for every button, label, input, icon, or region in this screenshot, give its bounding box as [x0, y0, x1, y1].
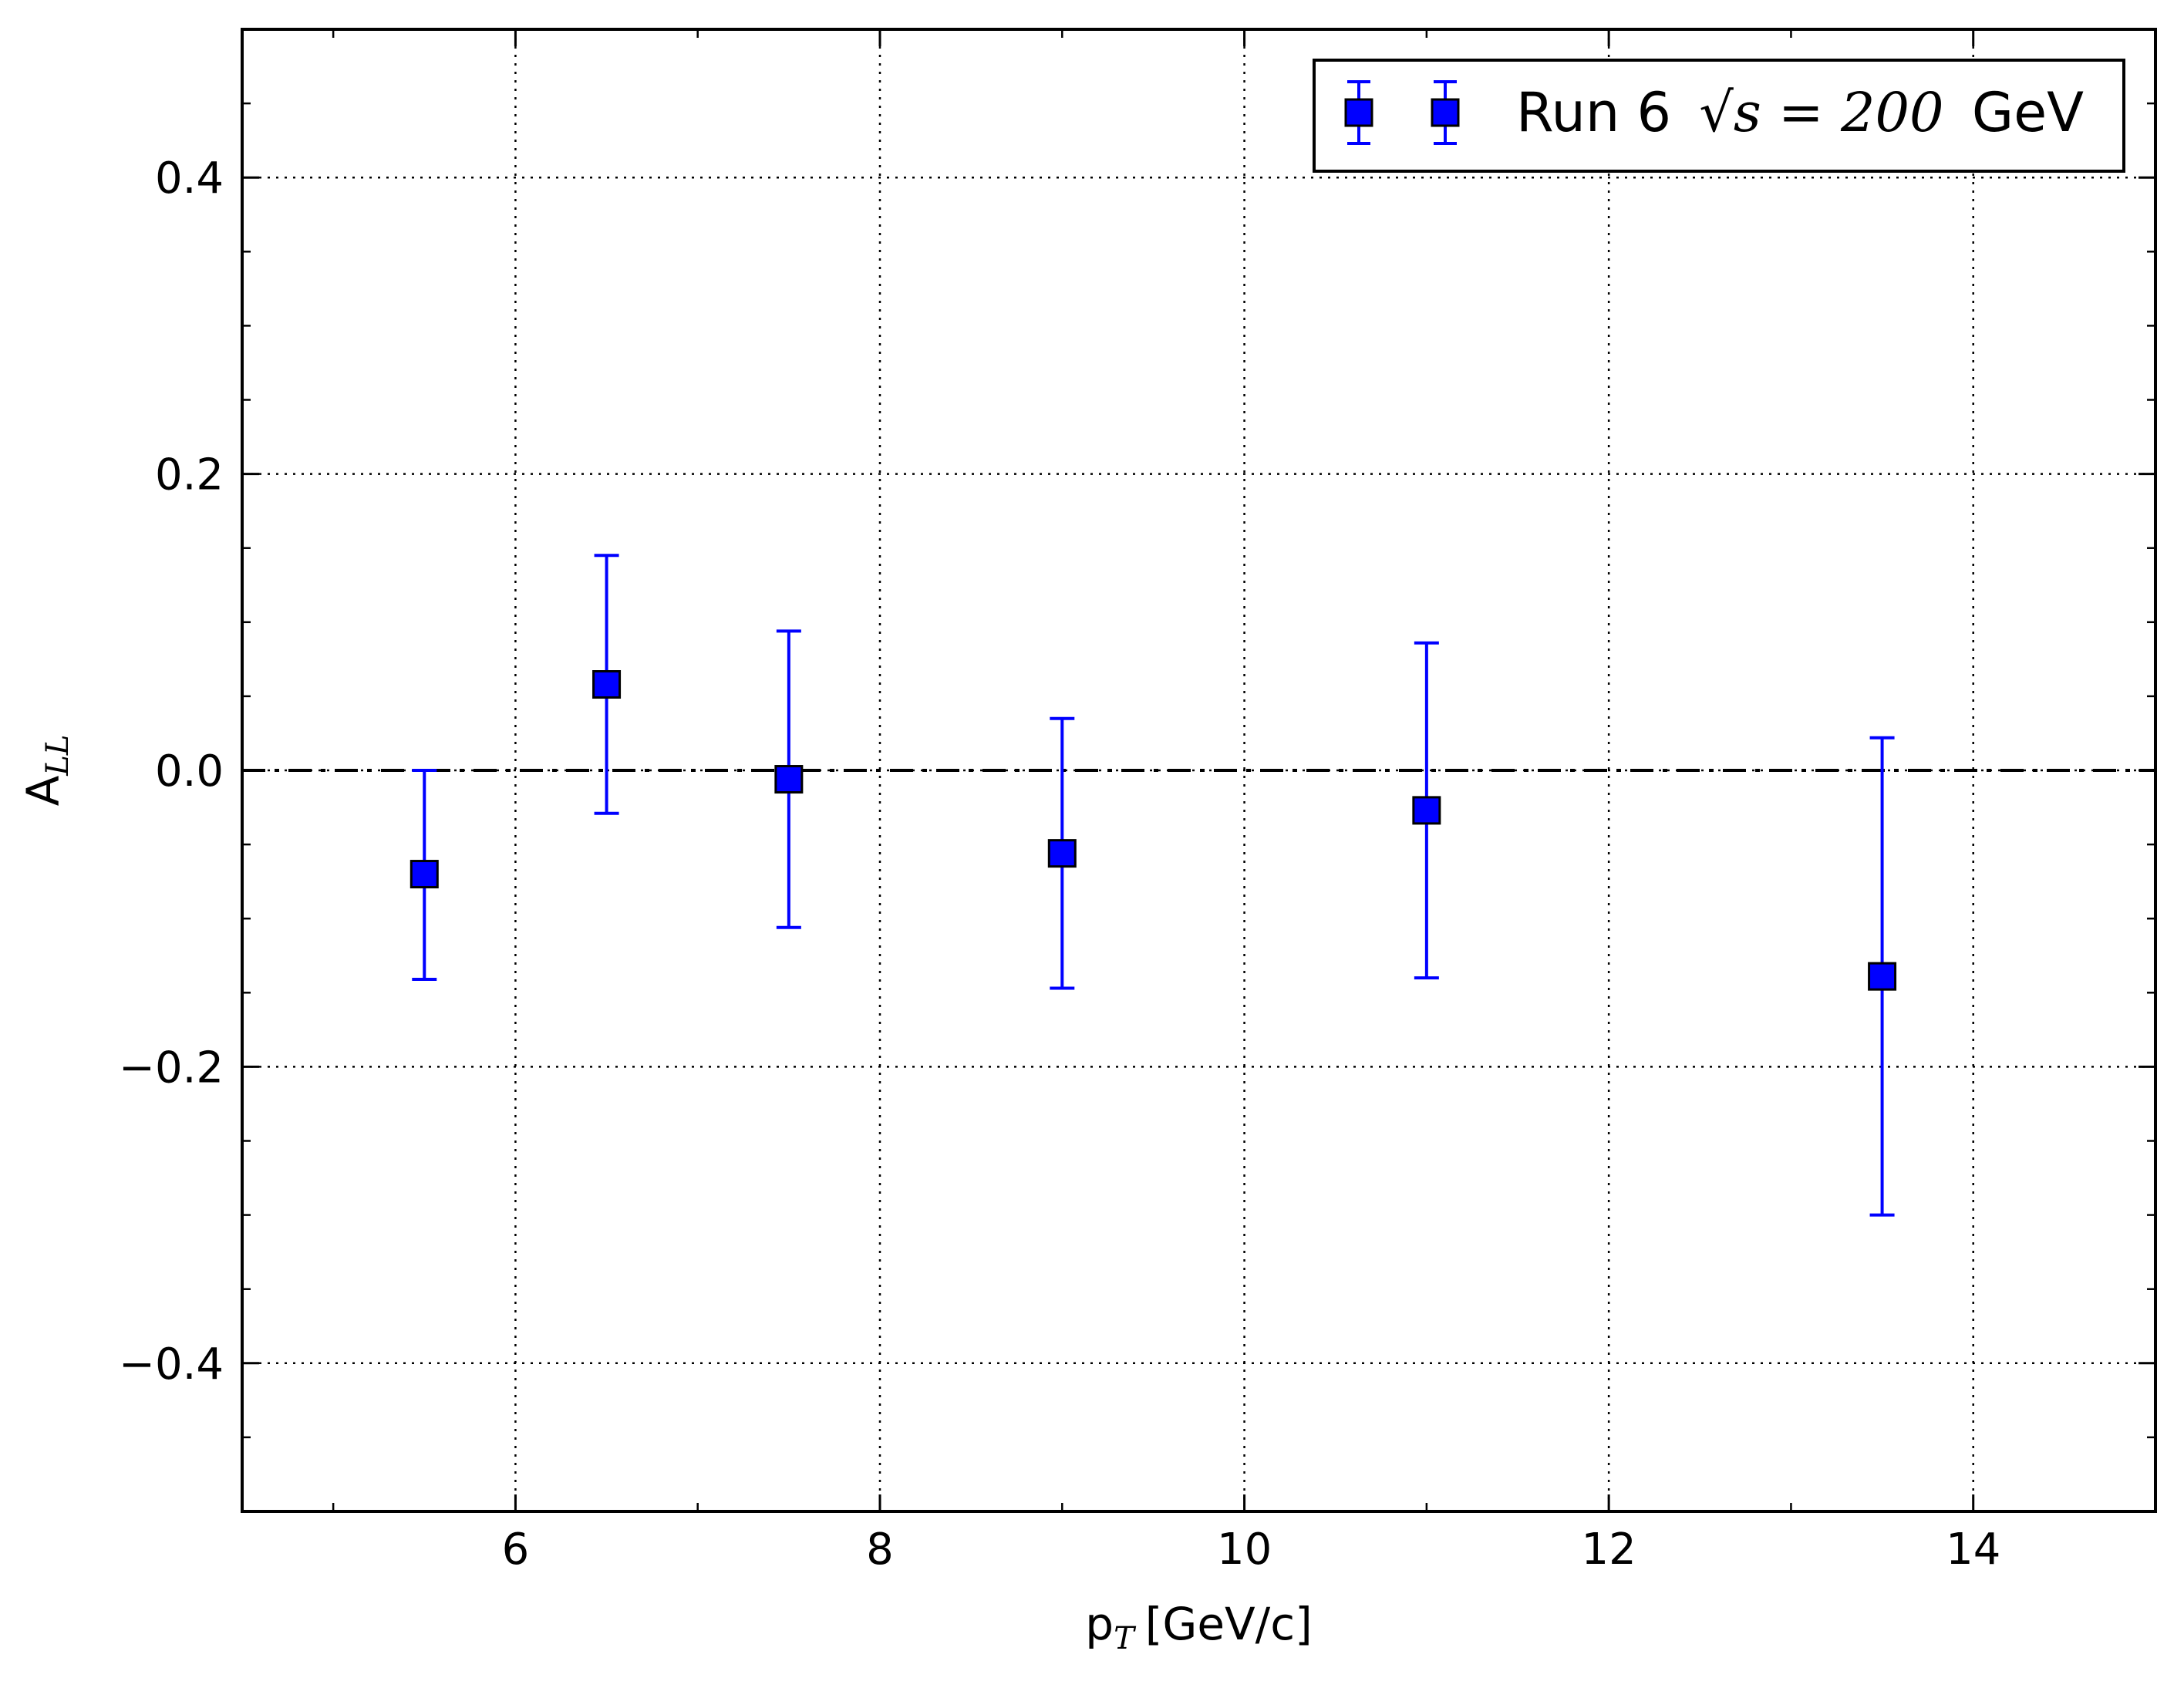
legend-label: Run 6 √s = 200 GeV [1516, 81, 2084, 144]
data-point-marker [1868, 962, 1897, 991]
legend-marker [1431, 98, 1460, 127]
x-axis-label-main: p [1085, 1598, 1114, 1650]
x-tick-label: 10 [1217, 1525, 1272, 1575]
legend-label-math: √s = 200 [1699, 81, 1943, 144]
grid-lines [242, 29, 2155, 1511]
legend: Run 6 √s = 200 GeV [1313, 59, 2125, 173]
error-bars [412, 554, 1895, 1217]
x-tick-label: 14 [1946, 1525, 2000, 1575]
data-point-marker [592, 670, 622, 699]
legend-label-unit: GeV [1972, 81, 2084, 144]
y-axis-label-sub: LL [40, 735, 76, 777]
y-axis-label: ALL [17, 735, 76, 807]
x-tick-label: 8 [866, 1525, 894, 1575]
plot-frame [241, 28, 2157, 1513]
legend-label-text: Run 6 [1516, 81, 1671, 144]
x-tick-label: 6 [502, 1525, 530, 1575]
y-tick-label: 0.2 [155, 450, 224, 500]
x-tick-labels: 6 8 10 12 14 [502, 1525, 2001, 1575]
legend-marker [1344, 98, 1373, 127]
x-tick-label: 12 [1582, 1525, 1636, 1575]
x-axis-label-sub: T [1114, 1621, 1137, 1656]
x-axis-label-unit: [GeV/c] [1145, 1598, 1313, 1650]
x-axis-label: pT [GeV/c] [1085, 1598, 1313, 1656]
y-tick-label: −0.4 [119, 1339, 224, 1390]
data-markers [410, 670, 1897, 991]
y-tick-label: −0.2 [119, 1043, 224, 1093]
data-point-marker [1412, 796, 1441, 825]
y-axis-label-main: A [17, 775, 69, 806]
legend-symbols [1344, 80, 1460, 145]
y-tick-labels: −0.4 −0.2 0.0 0.2 0.4 [119, 153, 224, 1390]
data-point-marker [410, 860, 439, 889]
y-tick-label: 0.4 [155, 153, 224, 204]
y-tick-label: 0.0 [155, 746, 224, 797]
data-point-marker [1047, 839, 1077, 868]
data-point-marker [774, 765, 804, 794]
